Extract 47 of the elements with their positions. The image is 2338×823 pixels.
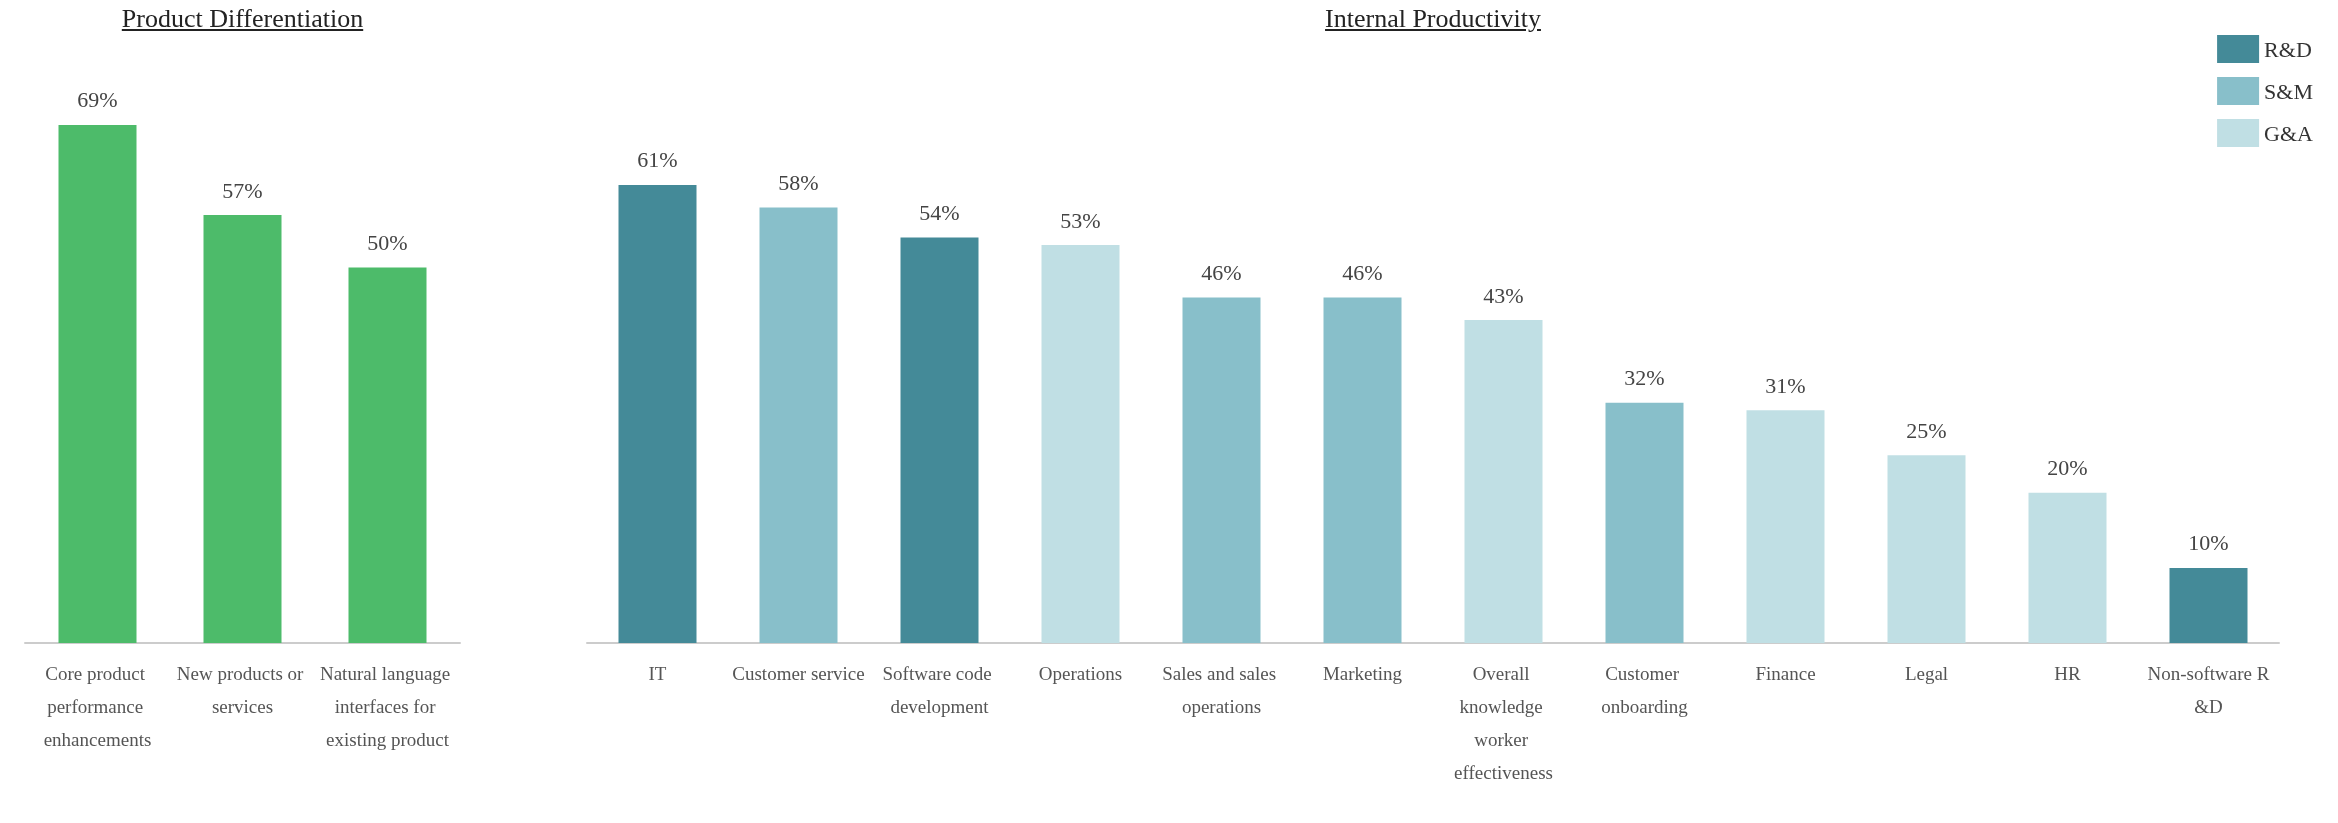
data-label: 25% [1906, 417, 1947, 443]
data-label: 20% [2047, 455, 2088, 481]
data-label: 43% [1483, 282, 1524, 308]
x-tick-label: Operations [1038, 663, 1123, 684]
x-tick-label: Software code development [882, 663, 997, 717]
bar [1323, 297, 1402, 643]
x-tick-label: HR [2054, 663, 2082, 684]
legend-label: G&A [2264, 120, 2314, 146]
legend-label: R&D [2264, 36, 2312, 62]
bar [1041, 245, 1120, 643]
x-tick-label: Non-software R&D [2147, 663, 2270, 717]
x-tick-label: Core product performance enhancements [43, 663, 152, 750]
x-tick-label: Marketing [1322, 663, 1403, 684]
data-label: 31% [1765, 372, 1806, 398]
bar [2028, 492, 2107, 643]
chart-title: Internal Productivity [1324, 4, 1542, 34]
x-tick-label: Sales and sales operations [1162, 663, 1281, 717]
x-tick-label: IT [648, 663, 667, 684]
data-label: 32% [1624, 365, 1665, 391]
data-label: 57% [222, 177, 263, 203]
data-label: 10% [2188, 530, 2229, 556]
bar [618, 184, 697, 643]
bar [1464, 320, 1543, 643]
bar [1605, 402, 1684, 643]
chart-title: Product Differentiation [120, 4, 365, 34]
x-tick-label: Customer onboarding [1601, 663, 1689, 717]
x-tick-label: Legal [1904, 663, 1949, 684]
data-label: 54% [919, 200, 960, 226]
x-tick-label: Finance [1755, 663, 1816, 684]
bar [1746, 410, 1825, 643]
x-tick-label: New products or services [176, 663, 309, 717]
x-tick-label: Overall knowledge worker effectiveness [1454, 663, 1553, 783]
data-label: 69% [77, 87, 118, 113]
data-label: 50% [367, 230, 408, 256]
legend-label: S&M [2264, 78, 2314, 104]
bar [759, 207, 838, 643]
data-label: 58% [778, 169, 819, 195]
data-label: 61% [637, 147, 678, 173]
x-tick-label: Customer service [732, 663, 865, 684]
bar [2169, 567, 2248, 643]
data-label: 46% [1342, 260, 1383, 286]
x-tick-label: Natural language interfaces for existing product [319, 663, 456, 750]
bar [1887, 455, 1966, 643]
bar [1182, 297, 1261, 643]
bar [900, 237, 979, 643]
data-label: 46% [1201, 260, 1242, 286]
data-label: 53% [1060, 207, 1101, 233]
